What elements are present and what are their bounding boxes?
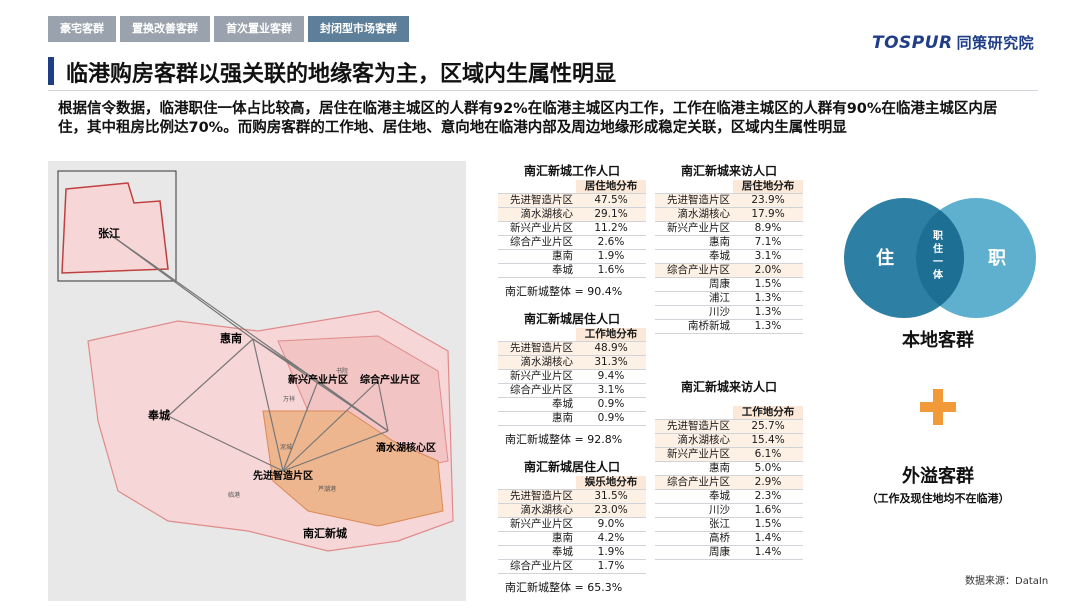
table-4-title: 南汇新城来访人口 — [680, 164, 777, 178]
smart-mfg-zone-shape — [262, 410, 444, 527]
table-row: 综合产业片区 2.0% — [655, 263, 803, 278]
venn-live-label: 住 — [876, 247, 894, 269]
table-5: 工作地分布 先进智造片区 25.7% 滴水湖核心 15.4% 新兴产业片区 6.1% … — [655, 406, 803, 560]
label-smart-mfg: 先进智造片区 — [253, 469, 313, 482]
label-zhangjiang: 张江 — [98, 226, 120, 240]
table-row: 川沙 1.6% — [655, 503, 803, 518]
table-row: 惠南 0.9% — [498, 411, 646, 426]
map-graphic: 张江 惠南 新兴产业片区 综合产业片区 奉城 滴水湖核心区 先进智造片区 南汇新… — [57, 170, 454, 552]
table-1-title: 南汇新城工作人口 — [523, 164, 620, 178]
logo-en: TOSPUR — [872, 33, 953, 53]
zhangjiang-frame — [57, 170, 177, 282]
label-fengcheng: 奉城 — [147, 408, 170, 422]
table-row: 南桥新城 1.3% — [655, 319, 803, 334]
label-wanxiang: 万祥 — [283, 395, 295, 403]
table-row: 先进智造片区 31.5% — [498, 489, 646, 504]
logo-cn: 同策研究院 — [956, 34, 1035, 52]
table-4: 居住地分布 先进智造片区 23.9% 滴水湖核心 17.9% 新兴产业片区 8.9% … — [655, 180, 803, 334]
label-nanhui: 南汇新城 — [303, 526, 347, 540]
table-3-title: 南汇新城居住人口 — [523, 460, 620, 474]
local-customers-label: 本地客群 — [902, 330, 974, 351]
table-row: 惠南 5.0% — [655, 461, 803, 476]
venn-center-label: 职住一体 — [933, 231, 943, 281]
table-row: 奉城 0.9% — [498, 397, 646, 412]
table-row: 惠南 1.9% — [498, 249, 646, 264]
table-row: 综合产业片区 2.9% — [655, 475, 803, 490]
table-5-header: 工作地分布 — [733, 406, 803, 420]
zhangjiang-shape — [61, 182, 169, 274]
table-row: 张江 1.5% — [655, 517, 803, 532]
label-huinan: 惠南 — [220, 331, 242, 345]
plus-icon — [920, 389, 956, 425]
tab-upgrade[interactable]: 置换改善客群 — [120, 16, 210, 42]
table-row: 综合产业片区 2.6% — [498, 235, 646, 250]
area-map: 张江 惠南 新兴产业片区 综合产业片区 奉城 滴水湖核心区 先进智造片区 南汇新… — [48, 161, 466, 601]
table-row: 奉城 3.1% — [655, 249, 803, 264]
label-nicheng: 泥城 — [280, 443, 292, 451]
table-4-header: 居住地分布 — [733, 180, 803, 194]
page-title: 临港购房客群以强关联的地缘客为主，区域内生属性明显 — [66, 62, 617, 87]
tab-luxury[interactable]: 豪宅客群 — [48, 16, 116, 42]
data-source: 数据来源：DataIn — [965, 576, 1049, 587]
table-5-title: 南汇新城来访人口 — [680, 380, 777, 394]
label-shuyuan: 书院 — [336, 367, 348, 375]
table-row: 周康 1.4% — [655, 545, 803, 560]
table-row: 滴水湖核心 29.1% — [498, 207, 646, 222]
table-row: 先进智造片区 47.5% — [498, 193, 646, 208]
table-row: 奉城 2.3% — [655, 489, 803, 504]
table-1-header: 居住地分布 — [576, 180, 646, 194]
table-row: 新兴产业片区 6.1% — [655, 447, 803, 462]
live-work-venn: 住 职 — [844, 198, 1036, 318]
label-emerging: 新兴产业片区 — [288, 373, 348, 386]
table-row: 滴水湖核心 23.0% — [498, 503, 646, 518]
connection-lines — [107, 232, 389, 472]
table-row: 新兴产业片区 9.4% — [498, 369, 646, 384]
overflow-customers-label: 外溢客群 — [902, 466, 974, 487]
brand-logo: TOSPUR 同策研究院 — [872, 32, 1034, 53]
table-row: 浦江 1.3% — [655, 291, 803, 306]
table-2-header: 工作地分布 — [576, 328, 646, 342]
table-1: 居住地分布 先进智造片区 47.5% 滴水湖核心 29.1% 新兴产业片区 11.2%… — [498, 180, 646, 278]
table-row: 高桥 1.4% — [655, 531, 803, 546]
table-row: 奉城 1.9% — [498, 545, 646, 560]
top-tabs: 豪宅客群 置换改善客群 首次置业客群 封闭型市场客群 — [48, 16, 409, 42]
venn-work-label: 职 — [988, 248, 1006, 269]
title-divider — [48, 90, 1038, 91]
table-row: 新兴产业片区 8.9% — [655, 221, 803, 236]
tab-first-home[interactable]: 首次置业客群 — [214, 16, 304, 42]
table-row: 川沙 1.3% — [655, 305, 803, 320]
table-row: 先进智造片区 48.9% — [498, 341, 646, 356]
table-row: 滴水湖核心 15.4% — [655, 433, 803, 448]
table-row: 惠南 4.2% — [498, 531, 646, 546]
label-luchaogang: 芦潮港 — [318, 485, 336, 493]
table-row: 综合产业片区 1.7% — [498, 559, 646, 574]
table-3: 娱乐地分布 先进智造片区 31.5% 滴水湖核心 23.0% 新兴产业片区 9.0% … — [498, 476, 646, 574]
table-row: 先进智造片区 25.7% — [655, 419, 803, 434]
tab-closed-market[interactable]: 封闭型市场客群 — [308, 16, 409, 42]
table-row: 周康 1.5% — [655, 277, 803, 292]
table-row: 先进智造片区 23.9% — [655, 193, 803, 208]
table-2: 工作地分布 先进智造片区 48.9% 滴水湖核心 31.3% 新兴产业片区 9.4% … — [498, 328, 646, 426]
table-row: 滴水湖核心 17.9% — [655, 207, 803, 222]
table-2-total: 南汇新城整体 = 92.8% — [505, 433, 623, 446]
table-2-title: 南汇新城居住人口 — [523, 312, 620, 326]
label-lingang: 临港 — [228, 491, 240, 499]
table-3-total: 南汇新城整体 = 65.3% — [505, 581, 623, 594]
table-1-total: 南汇新城整体 = 90.4% — [505, 285, 623, 298]
table-row: 综合产业片区 3.1% — [498, 383, 646, 398]
table-row: 奉城 1.6% — [498, 263, 646, 278]
venn-overlap — [916, 210, 964, 306]
table-row: 惠南 7.1% — [655, 235, 803, 250]
label-integrated: 综合产业片区 — [360, 373, 420, 386]
table-row: 新兴产业片区 9.0% — [498, 517, 646, 532]
summary-paragraph: 根据信令数据，临港职住一体占比较高，居住在临港主城区的人群有92%在临港主城区内… — [58, 101, 998, 136]
table-row: 滴水湖核心 31.3% — [498, 355, 646, 370]
table-row: 新兴产业片区 11.2% — [498, 221, 646, 236]
label-dishui: 滴水湖核心区 — [376, 441, 436, 454]
table-3-header: 娱乐地分布 — [576, 476, 646, 490]
title-accent-bar — [48, 57, 54, 85]
overflow-customers-sub: （工作及现住地均不在临港） — [866, 492, 1010, 505]
